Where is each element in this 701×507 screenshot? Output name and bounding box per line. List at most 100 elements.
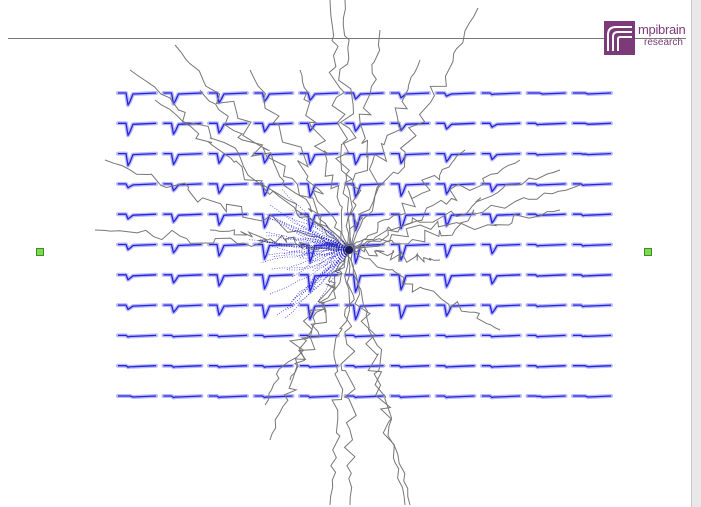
electrode-trace (391, 334, 430, 338)
electrode-trace-glow (434, 242, 477, 259)
electrode-trace (209, 183, 248, 194)
electrode-trace (254, 365, 293, 368)
axon-branch (266, 235, 350, 251)
dendrite-branch (351, 169, 561, 249)
electrode-trace-glow (389, 303, 431, 321)
electrode-trace (118, 152, 157, 167)
right-resize-handle[interactable] (644, 248, 652, 256)
dendrite-branch (350, 251, 411, 506)
dendrite-branch (344, 246, 441, 264)
dendrite-branch (343, 253, 406, 506)
electrode-trace-glow (298, 151, 340, 167)
electrode-trace (345, 334, 384, 338)
electrode-trace (300, 183, 339, 198)
electrode-trace (436, 183, 475, 195)
electrode-trace (527, 334, 566, 338)
dendrite-branch (351, 159, 521, 248)
electrode-trace (300, 152, 339, 165)
electrode-trace (300, 304, 339, 320)
electrode-trace (527, 152, 566, 156)
axon-branch (269, 244, 350, 252)
electrode-traces (116, 91, 613, 400)
electrode-trace-glow (116, 91, 158, 107)
electrode-trace (527, 365, 566, 368)
electrode-trace (163, 304, 202, 313)
electrode-trace (209, 304, 248, 316)
dendrite-branch (154, 99, 347, 249)
logo-text-research: research (644, 37, 683, 48)
electrode-trace (573, 243, 612, 247)
electrode-trace (345, 92, 384, 100)
dendrite-branch (349, 29, 381, 253)
electrode-trace (300, 274, 339, 293)
electrode-trace (209, 395, 248, 399)
electrode-trace (300, 395, 339, 399)
electrode-trace (436, 152, 475, 163)
electrode-trace (254, 243, 293, 260)
electrode-trace (254, 122, 293, 133)
electrode-trace (118, 304, 157, 310)
neuron-soma (345, 246, 353, 254)
electrode-trace (527, 213, 566, 217)
electrode-trace (163, 365, 202, 368)
electrode-trace-glow (161, 151, 204, 167)
electrode-trace (254, 152, 293, 164)
dendrite-branch (349, 250, 501, 331)
axon-branch (308, 248, 350, 264)
electrode-trace (573, 183, 612, 187)
axon-branch (268, 246, 350, 256)
electrode-trace (300, 365, 339, 368)
vertical-scrollbar[interactable] (691, 0, 701, 507)
dendrite-branch (269, 250, 352, 441)
electrode-trace (527, 395, 566, 398)
axon-branch (322, 242, 350, 251)
electrode-trace-glow (207, 272, 249, 288)
mpi-brain-research-logo: mpibrain research (604, 21, 690, 57)
electrode-trace-glow (116, 121, 158, 138)
dendrite-branch (340, 245, 357, 506)
axon-branch (271, 249, 350, 258)
electrode-trace (391, 304, 430, 319)
axon-branch (293, 249, 350, 301)
electrode-trace (482, 152, 521, 161)
electrode-trace (209, 92, 248, 104)
electrode-trace (391, 152, 430, 164)
dendrite-branch (347, 184, 581, 253)
electrode-trace-glow (434, 303, 477, 318)
electrode-trace (391, 395, 430, 399)
axon-branch (305, 249, 350, 288)
logo-text-mpibrain: mpibrain (638, 22, 686, 37)
electrode-trace (345, 122, 384, 132)
electrode-trace (482, 365, 521, 368)
axon-branch (267, 217, 350, 251)
electrode-trace (163, 213, 202, 223)
axon-branch (271, 240, 349, 251)
electrode-trace-glow (207, 212, 249, 227)
electrode-trace (391, 274, 430, 291)
electrode-trace (163, 334, 202, 338)
electrode-trace-glow (207, 242, 249, 258)
electrode-trace (391, 365, 430, 368)
electrode-trace (118, 213, 157, 220)
left-resize-handle[interactable] (36, 248, 44, 256)
electrode-trace (527, 243, 566, 247)
electrode-trace (482, 243, 521, 255)
electrode-trace (118, 395, 157, 398)
axon-branch (298, 230, 350, 251)
electrode-trace (573, 122, 612, 125)
electrode-trace (573, 365, 612, 368)
electrode-trace (163, 274, 202, 284)
electrode-trace (482, 183, 521, 193)
electrode-trace-glow (343, 151, 386, 167)
axon-branch (301, 249, 350, 255)
electrode-trace (436, 122, 475, 130)
electrode-trace (300, 334, 339, 338)
electrode-trace (209, 334, 248, 338)
electrode-trace (573, 152, 612, 156)
electrode-trace (163, 183, 202, 192)
electrode-trace-glow (252, 272, 295, 291)
electrode-trace (118, 92, 157, 106)
axon-branch (306, 240, 350, 251)
electrode-trace (573, 92, 612, 95)
